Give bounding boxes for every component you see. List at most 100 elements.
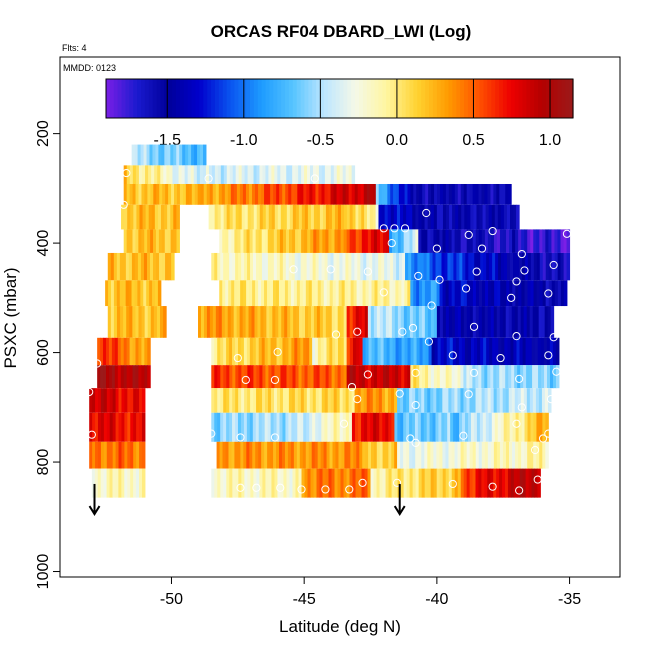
heatmap-cell <box>419 337 424 366</box>
colorbar-cell <box>405 79 411 118</box>
heatmap-cell <box>481 388 486 413</box>
heatmap-cell <box>366 388 371 413</box>
y-tick-label: 800 <box>35 449 52 476</box>
heatmap-cell <box>114 337 119 366</box>
colorbar-cell <box>109 79 115 118</box>
heatmap-cell <box>379 468 384 498</box>
heatmap-cell <box>128 252 133 281</box>
heatmap-cell <box>223 388 227 413</box>
heatmap-cell <box>249 441 253 469</box>
colorbar-cell <box>514 79 520 118</box>
heatmap-cell <box>518 412 523 442</box>
heatmap-cell <box>321 412 325 442</box>
heatmap-cell <box>359 441 363 469</box>
heatmap-cell <box>436 280 441 307</box>
heatmap-cell <box>334 204 339 230</box>
heatmap-cell <box>317 280 322 307</box>
heatmap-cell <box>95 412 99 442</box>
heatmap-cell <box>138 306 143 338</box>
heatmap-cell <box>412 388 416 413</box>
heatmap-cell <box>325 306 330 338</box>
heatmap-cell <box>442 229 447 253</box>
heatmap-cell <box>132 306 136 338</box>
heatmap-cell <box>300 412 304 442</box>
heatmap-cell <box>457 229 462 253</box>
heatmap-cell <box>392 280 396 307</box>
heatmap-cell <box>532 365 536 389</box>
heatmap-cell <box>454 441 459 469</box>
heatmap-cell <box>331 229 336 253</box>
heatmap-cell <box>473 204 477 230</box>
heatmap-cell <box>225 441 229 469</box>
colorbar-cell <box>323 79 329 118</box>
heatmap-cell <box>115 412 120 442</box>
heatmap-cell <box>343 337 348 366</box>
heatmap-cell <box>522 337 527 366</box>
heatmap-cell <box>373 306 378 338</box>
sample-marker <box>517 403 526 412</box>
heatmap-cell <box>401 365 405 389</box>
heatmap-cell <box>135 229 139 253</box>
heatmap-cell <box>446 204 450 230</box>
heatmap-cell <box>307 306 312 338</box>
heatmap-cell <box>298 229 302 253</box>
heatmap-cell <box>404 280 408 307</box>
heatmap-cell <box>326 337 330 366</box>
heatmap-cell <box>282 252 287 281</box>
heatmap-cell <box>536 252 541 281</box>
heatmap-cell <box>214 365 218 389</box>
heatmap-cell <box>206 183 211 205</box>
heatmap-cell <box>252 280 256 307</box>
heatmap-cell <box>506 204 511 230</box>
heatmap-cell <box>203 183 208 205</box>
heatmap-cell <box>108 365 113 389</box>
heatmap-cell <box>139 441 143 469</box>
heatmap-cells <box>89 144 571 498</box>
heatmap-cell <box>343 306 348 338</box>
heatmap-cell <box>159 252 163 281</box>
heatmap-cell <box>460 468 465 498</box>
heatmap-cell <box>472 441 477 469</box>
heatmap-cell <box>356 337 360 366</box>
sample-marker <box>236 433 245 442</box>
heatmap-cell <box>431 183 435 205</box>
heatmap-cell <box>448 365 453 389</box>
heatmap-cell <box>302 441 307 469</box>
heatmap-cell <box>542 441 546 469</box>
heatmap-cell <box>378 183 383 205</box>
heatmap-cell <box>348 388 353 413</box>
heatmap-cell <box>424 441 428 469</box>
heatmap-cell <box>334 306 339 338</box>
heatmap-cell <box>490 388 495 413</box>
heatmap-cell <box>219 280 223 307</box>
heatmap-cell <box>367 468 372 498</box>
heatmap-cell <box>527 412 531 442</box>
heatmap-cell <box>181 165 186 184</box>
heatmap-cell <box>133 204 137 230</box>
colorbar-cell <box>343 79 348 118</box>
heatmap-cell <box>129 365 134 389</box>
heatmap-cell <box>366 252 370 281</box>
heatmap-cell <box>412 441 416 469</box>
heatmap-cell <box>506 280 510 307</box>
heatmap-cell <box>261 280 265 307</box>
heatmap-cell <box>328 204 333 230</box>
heatmap-cell <box>398 280 402 307</box>
colorbar-cell <box>242 79 247 118</box>
heatmap-cell <box>502 441 507 469</box>
heatmap-cell <box>256 165 260 184</box>
heatmap-cell <box>288 183 292 205</box>
heatmap-cell <box>406 468 411 498</box>
heatmap-cell <box>91 468 96 498</box>
heatmap-cell <box>463 468 468 498</box>
colorbar-cell <box>265 79 271 118</box>
heatmap-cell <box>339 412 344 442</box>
heatmap-cell <box>295 165 299 184</box>
heatmap-cell <box>401 280 405 307</box>
heatmap-cell <box>226 252 230 281</box>
heatmap-cell <box>164 144 168 166</box>
heatmap-cell <box>283 165 287 184</box>
heatmap-cell <box>500 412 505 442</box>
heatmap-cell <box>352 468 357 498</box>
heatmap-cell <box>226 412 230 442</box>
